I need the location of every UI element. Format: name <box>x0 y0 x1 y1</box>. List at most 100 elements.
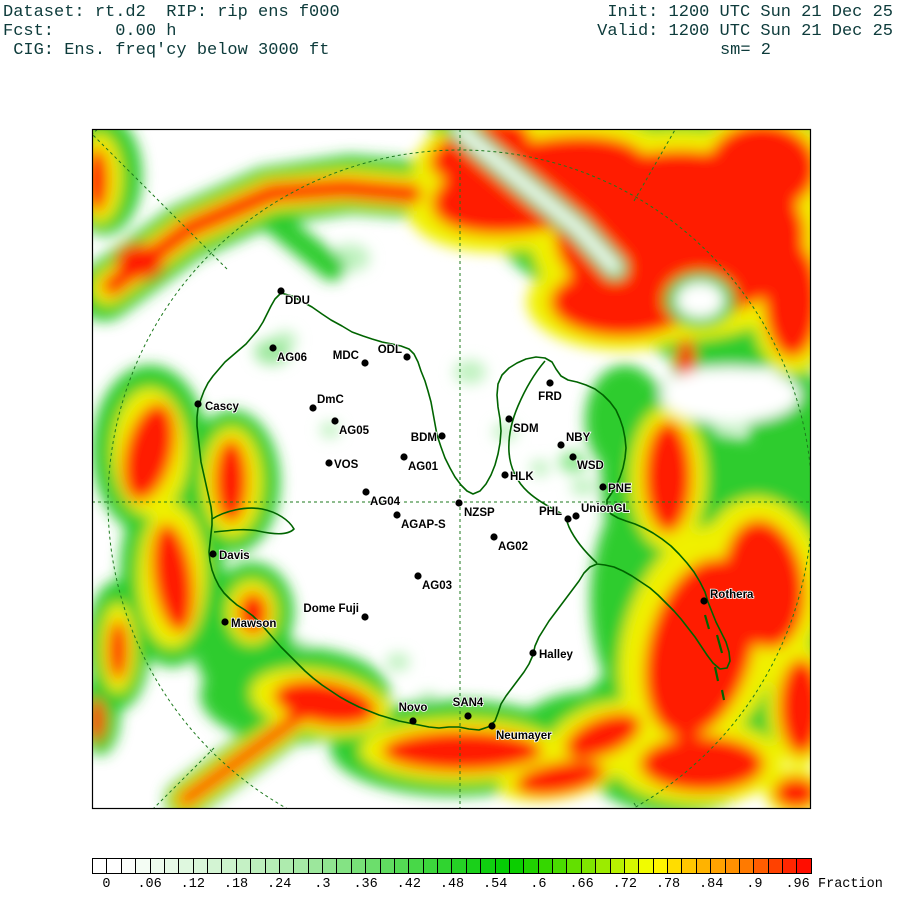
station-label: Mawson <box>231 618 276 630</box>
station-label: HLK <box>510 471 534 483</box>
station-label: NBY <box>566 432 591 444</box>
colorbar <box>92 858 812 874</box>
colorbar-cell <box>710 859 725 873</box>
colorbar-cell <box>681 859 696 873</box>
colorbar-cell <box>782 859 797 873</box>
colorbar-cell <box>93 859 107 873</box>
colorbar-tick: .66 <box>569 877 594 892</box>
colorbar-tick-labels: 0 .06 .12 .18 .24 .3 .36 .42 .48 .54 .6 .66 .72 .78 .8… <box>92 877 882 895</box>
station-NBY: NBY <box>557 431 591 449</box>
station-dot <box>557 441 565 449</box>
station-dot <box>438 432 446 440</box>
station-DmC: DmC <box>309 393 345 412</box>
station-VOS: VOS <box>325 458 359 472</box>
station-dot <box>546 379 554 387</box>
header-left: Dataset: rt.d2 RIP: rip ens f000 Fcst: 0.… <box>3 3 340 60</box>
station-label: DDU <box>285 295 310 307</box>
colorbar-cell <box>595 859 610 873</box>
colorbar-cell <box>178 859 193 873</box>
station-label: WSD <box>577 460 604 472</box>
colorbar-cell <box>724 859 739 873</box>
station-label: Halley <box>539 649 573 661</box>
station-dot <box>700 597 708 605</box>
coastline <box>196 292 731 731</box>
station-AGAP-S: AGAP-S <box>393 511 447 532</box>
station-AG01: AG01 <box>400 453 439 474</box>
header-right: Init: 1200 UTC Sun 21 Dec 25 Valid: 1200 … <box>597 3 893 60</box>
station-DDU: DDU <box>277 287 311 308</box>
station-label: AG04 <box>370 496 401 508</box>
station-dot <box>361 613 369 621</box>
colorbar-tick: 0 <box>102 877 111 892</box>
colorbar-cell <box>264 859 279 873</box>
colorbar-tick: .48 <box>439 877 465 892</box>
station-Mawson: Mawson <box>221 617 277 631</box>
colorbar-cell <box>135 859 150 873</box>
station-dot <box>464 712 472 720</box>
colorbar-cell <box>451 859 466 873</box>
colorbar-cell <box>695 859 711 873</box>
station-dot <box>221 618 229 626</box>
colorbar-cell <box>278 859 294 873</box>
colorbar-cell <box>753 859 768 873</box>
station-dot <box>501 471 509 479</box>
station-UnionGL: UnionGL <box>572 502 630 520</box>
colorbar-cell <box>350 859 366 873</box>
station-dot <box>209 550 217 558</box>
station-label: AG03 <box>422 580 452 592</box>
colorbar-cell <box>207 859 222 873</box>
station-Cascy: Cascy <box>194 400 240 414</box>
colorbar-cell <box>667 859 682 873</box>
station-Neumayer: Neumayer <box>488 722 553 743</box>
station-dot <box>505 415 513 423</box>
colorbar-cell <box>537 859 552 873</box>
station-label: AGAP-S <box>401 519 446 531</box>
colorbar-cell <box>552 859 567 873</box>
station-dot <box>488 722 496 730</box>
station-PHL: PHL <box>538 505 572 523</box>
station-label: SAN4 <box>453 697 484 709</box>
ronne-inlet-line <box>565 518 598 564</box>
peninsula-islands <box>703 614 726 701</box>
colorbar-cell <box>307 859 322 873</box>
station-Davis: Davis <box>209 549 250 563</box>
station-dot <box>393 511 401 519</box>
antarctica-coast-outline <box>196 292 731 731</box>
station-AG03: AG03 <box>414 572 453 593</box>
station-label: AG02 <box>498 541 528 553</box>
station-Halley: Halley <box>529 648 574 662</box>
station-dot <box>269 344 277 352</box>
station-AG04: AG04 <box>362 488 401 509</box>
colorbar-cell <box>379 859 394 873</box>
colorbar-cell <box>192 859 207 873</box>
station-label: NZSP <box>464 507 495 519</box>
frequency-shading-field <box>92 129 811 809</box>
station-dot <box>277 287 285 295</box>
colorbar-tick: .9 <box>746 877 763 892</box>
station-label: Davis <box>219 550 250 562</box>
colorbar-unit-label: Fraction <box>818 877 883 892</box>
station-label: BDM <box>411 432 437 444</box>
colorbar-cell <box>422 859 437 873</box>
station-ODL: ODL <box>377 343 411 361</box>
colorbar-cell <box>767 859 782 873</box>
station-label: AG05 <box>339 425 370 437</box>
colorbar-cell <box>293 859 308 873</box>
station-SAN4: SAN4 <box>452 696 485 720</box>
station-dot <box>362 488 370 496</box>
station-WSD: WSD <box>569 453 605 473</box>
station-dot <box>400 453 408 461</box>
station-AG02: AG02 <box>490 533 529 554</box>
station-NZSP: NZSP <box>455 499 496 520</box>
colorbar-cell <box>465 859 481 873</box>
station-dot <box>194 400 202 408</box>
colorbar-cell <box>638 859 653 873</box>
station-Novo: Novo <box>398 701 428 725</box>
station-label: DmC <box>317 394 344 406</box>
colorbar-cell <box>738 859 754 873</box>
station-label: ODL <box>378 344 402 356</box>
colorbar-cell <box>322 859 337 873</box>
colorbar-cell <box>523 859 538 873</box>
graticule-radial-nw <box>92 133 228 270</box>
